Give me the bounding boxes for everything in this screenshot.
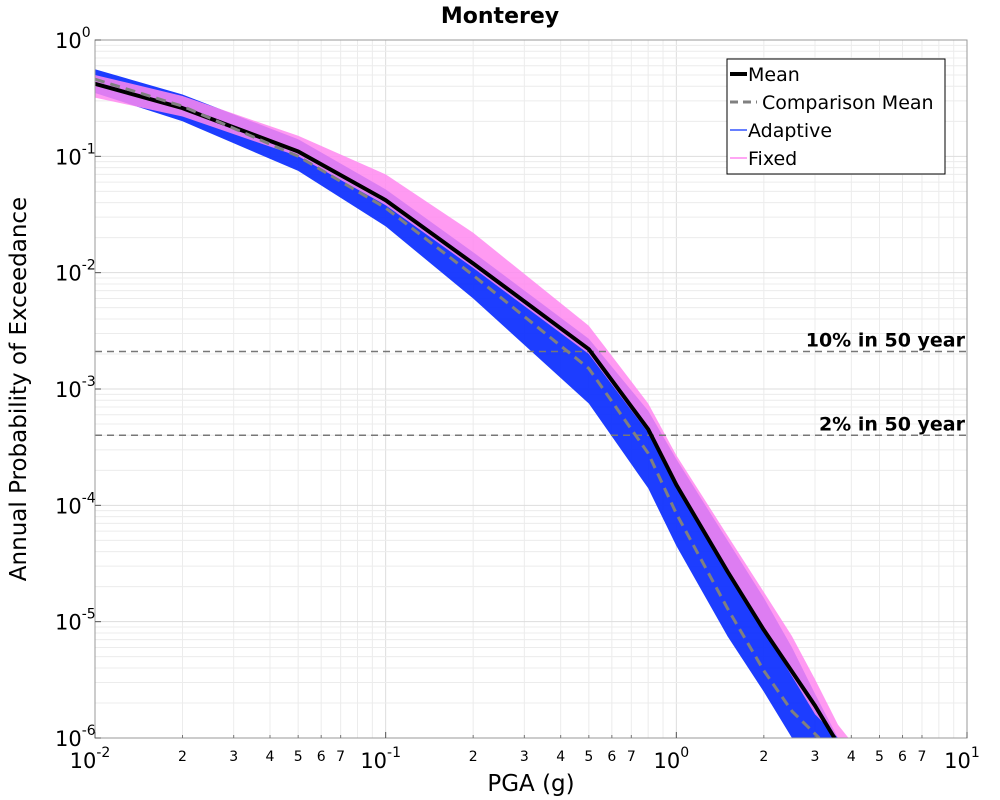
series-line-mean	[95, 81, 837, 738]
x-minor-tick-label: 5	[875, 749, 884, 765]
y-axis-label: Annual Probability of Exceedance	[6, 197, 32, 581]
y-tick-label: 10-5	[55, 607, 96, 635]
x-minor-tick-label: 2	[178, 749, 187, 765]
x-minor-tick-label: 4	[266, 749, 275, 765]
x-minor-tick-label: 3	[229, 749, 238, 765]
legend-item-label: Comparison Mean	[762, 92, 934, 114]
x-tick-base: 10	[70, 749, 97, 773]
x-minor-tick-label: 7	[627, 749, 636, 765]
x-tick-exponent: -2	[96, 745, 110, 761]
legend-box	[726, 58, 946, 175]
y-tick-exponent: -4	[82, 490, 96, 506]
legend-item-label: Fixed	[748, 148, 797, 170]
x-minor-tick-label: 2	[469, 749, 478, 765]
y-tick-base: 10	[55, 494, 82, 518]
x-tick-base: 10	[654, 749, 681, 773]
y-tick-exponent: 0	[82, 25, 91, 41]
y-tick-base: 10	[55, 29, 82, 53]
x-minor-tick-label: 6	[607, 749, 616, 765]
reference-line-label: 2% in 50 year	[819, 413, 966, 435]
y-tick-label: 100	[55, 25, 91, 53]
x-tick-label: 100	[654, 745, 690, 773]
reference-lines: 10% in 50 year 2% in 50 year	[95, 330, 967, 437]
x-minor-tick-label: 3	[811, 749, 820, 765]
x-minor-tick-label: 5	[294, 749, 303, 765]
x-minor-tick-label: 7	[336, 749, 345, 765]
series-line-comparison-mean	[95, 77, 821, 738]
y-tick-label: 10-3	[55, 374, 96, 402]
legend-item-label: Mean	[748, 64, 800, 86]
legend: Mean Comparison Mean Adaptive Fixed	[726, 58, 946, 175]
x-tick-label: 101	[944, 745, 980, 773]
x-tick-base: 10	[944, 749, 971, 773]
y-tick-base: 10	[55, 611, 82, 635]
y-tick-label: 10-1	[55, 141, 96, 169]
reference-line-label: 10% in 50 year	[806, 330, 966, 352]
x-minor-tick-label: 7	[918, 749, 927, 765]
y-tick-base: 10	[55, 262, 82, 286]
legend-item-label: Adaptive	[748, 120, 832, 142]
chart-title: Monterey	[441, 4, 559, 29]
x-minor-tick-label: 4	[556, 749, 565, 765]
x-tick-exponent: -1	[387, 745, 401, 761]
y-tick-label: 10-6	[55, 723, 96, 751]
y-tick-exponent: -5	[82, 607, 96, 623]
y-tick-exponent: -6	[82, 723, 96, 739]
y-tick-base: 10	[55, 378, 82, 402]
x-tick-exponent: 1	[971, 745, 980, 761]
series-lines	[95, 77, 837, 738]
y-tick-label: 10-4	[55, 490, 96, 518]
y-tick-exponent: -3	[82, 374, 96, 390]
x-minor-tick-label: 4	[847, 749, 856, 765]
x-axis-label: PGA (g)	[487, 771, 574, 797]
y-tick-exponent: -2	[82, 258, 96, 274]
x-minor-tick-label: 6	[317, 749, 326, 765]
y-tick-base: 10	[55, 145, 82, 169]
y-tick-label: 10-2	[55, 258, 96, 286]
x-tick-label: 10-2	[70, 745, 111, 773]
x-minor-tick-label: 3	[520, 749, 529, 765]
x-tick-base: 10	[360, 749, 387, 773]
x-minor-tick-label: 5	[584, 749, 593, 765]
y-tick-base: 10	[55, 727, 82, 751]
x-minor-tick-label: 6	[898, 749, 907, 765]
y-tick-exponent: -1	[82, 141, 96, 157]
x-tick-exponent: 0	[680, 745, 689, 761]
x-tick-label: 10-1	[360, 745, 401, 773]
x-minor-tick-label: 2	[759, 749, 768, 765]
